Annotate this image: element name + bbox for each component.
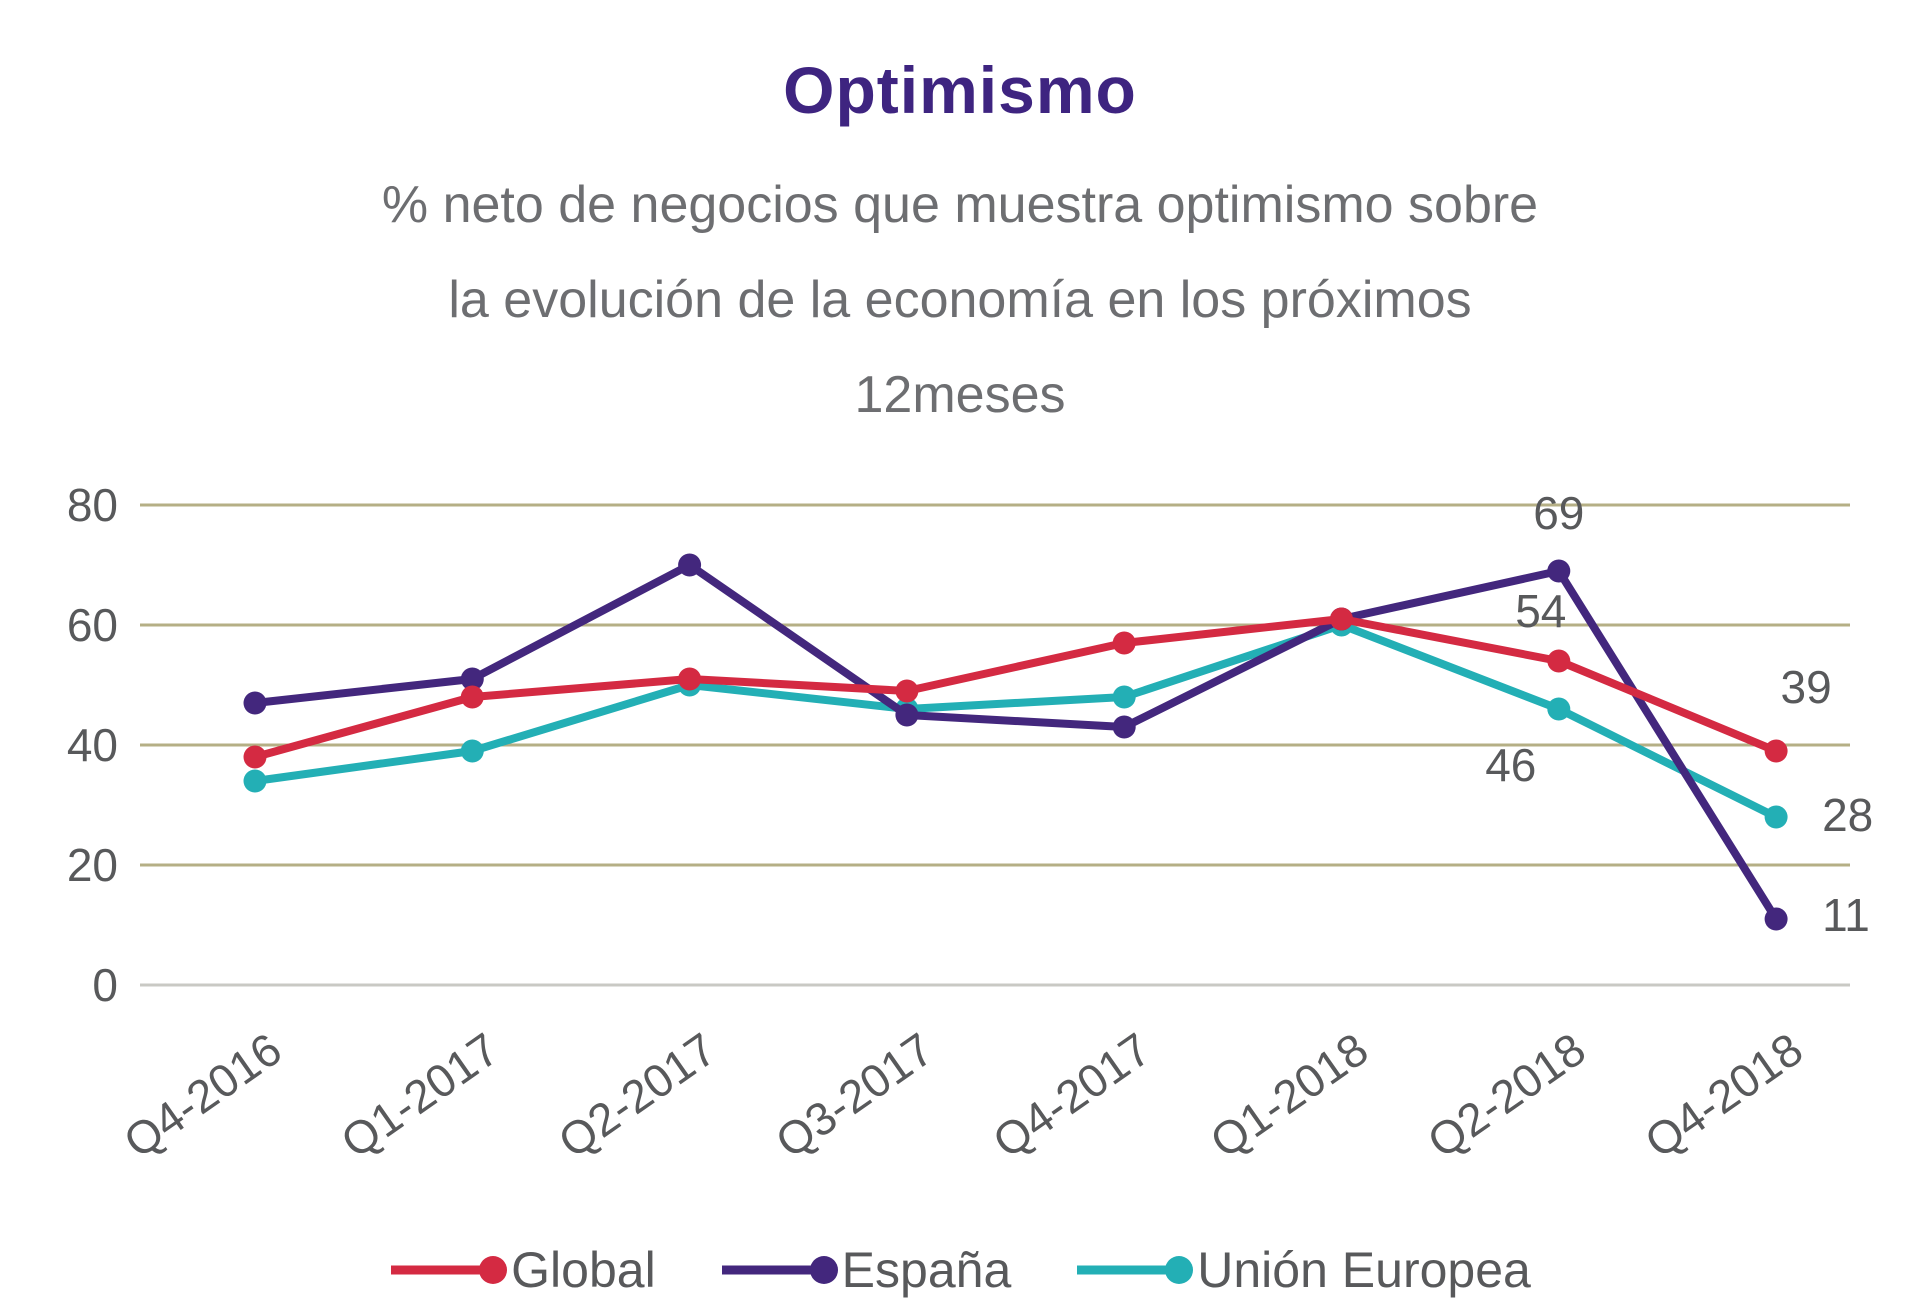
chart-subtitle: % neto de negocios que muestra optimismo… xyxy=(0,158,1920,443)
data-point-union-europea-q4-2016 xyxy=(243,769,267,793)
y-tick-label: 80 xyxy=(67,479,118,531)
value-label-union-europea-q2-2018: 46 xyxy=(1485,739,1536,791)
legend-dot xyxy=(1165,1256,1194,1284)
data-point-global-q4-2018 xyxy=(1764,739,1788,763)
data-point-espana-q4-2018 xyxy=(1764,907,1788,931)
x-tick-label: Q1-2017 xyxy=(332,1023,508,1168)
data-point-global-q1-2017 xyxy=(460,685,484,709)
data-point-espana-q1-2017 xyxy=(460,667,484,691)
chart-subtitle-line-3: 12meses xyxy=(854,366,1066,424)
series-line-espana xyxy=(251,561,1781,923)
data-point-global-q2-2017 xyxy=(678,667,702,691)
data-point-espana-q4-2017 xyxy=(1112,715,1136,739)
legend-dot xyxy=(809,1256,838,1284)
legend-item-global: Global xyxy=(389,1241,656,1299)
data-point-global-q4-2017 xyxy=(1112,631,1136,655)
data-point-union-europea-q4-2018 xyxy=(1764,805,1788,829)
legend-item-espana: España xyxy=(720,1241,1012,1299)
x-tick-label: Q4-2017 xyxy=(983,1023,1159,1168)
x-tick-label: Q2-2018 xyxy=(1418,1023,1594,1168)
chart-subtitle-line-2: la evolución de la economía en los próxi… xyxy=(448,271,1472,329)
data-point-union-europea-q2-2018 xyxy=(1547,697,1571,721)
x-tick-label: Q4-2016 xyxy=(114,1023,290,1168)
x-tick-label: Q2-2017 xyxy=(549,1023,725,1168)
data-point-espana-q3-2017 xyxy=(895,703,919,727)
optimism-line-chart: 0 20 40 60 80 Q4-2016 Q1-2017 Q2-2017 Q3-2017 Q4-… xyxy=(67,479,1873,1168)
y-tick-label: 20 xyxy=(67,839,118,891)
legend-dot xyxy=(479,1256,508,1284)
x-tick-label: Q3-2017 xyxy=(766,1023,942,1168)
legend-item-union-europea: Unión Europea xyxy=(1075,1241,1531,1299)
x-tick-label: Q1-2018 xyxy=(1201,1023,1377,1168)
value-label-union-europea-q4-2018: 28 xyxy=(1822,789,1873,841)
series-line-union-europea xyxy=(251,621,1781,821)
legend-marker-union-europea xyxy=(1077,1256,1194,1284)
legend-label-espana: España xyxy=(841,1242,1012,1298)
x-tick-label: Q4-2018 xyxy=(1635,1023,1811,1168)
data-point-union-europea-q4-2017 xyxy=(1112,685,1136,709)
chart-subtitle-line-1: % neto de negocios que muestra optimismo… xyxy=(381,176,1539,234)
data-point-global-q1-2018 xyxy=(1330,607,1353,631)
data-point-global-q4-2016 xyxy=(243,745,267,769)
data-point-espana-q4-2016 xyxy=(243,691,267,715)
legend-label-union-europea: Unión Europea xyxy=(1197,1242,1531,1298)
y-tick-label: 60 xyxy=(67,599,118,651)
data-point-global-q3-2017 xyxy=(895,679,919,703)
value-label-global-q4-2018: 39 xyxy=(1781,661,1832,713)
chart-legend: Global España Unión Europea xyxy=(0,1232,1920,1308)
y-tick-label: 40 xyxy=(67,719,118,771)
legend-label-global: Global xyxy=(511,1242,656,1298)
value-label-espana-q2-2018: 69 xyxy=(1533,487,1584,539)
value-label-espana-q4-2018: 11 xyxy=(1822,889,1870,941)
data-point-global-q2-2018 xyxy=(1547,649,1571,673)
data-point-union-europea-q1-2017 xyxy=(460,739,484,763)
legend-marker-espana xyxy=(721,1256,838,1284)
y-tick-label: 0 xyxy=(92,959,118,1011)
series-line-global xyxy=(251,615,1781,761)
chart-title: Optimismo xyxy=(783,53,1137,127)
data-point-espana-q2-2018 xyxy=(1547,559,1571,583)
data-point-espana-q2-2017 xyxy=(678,553,702,577)
legend-marker-global xyxy=(391,1256,508,1284)
value-label-global-q2-2018: 54 xyxy=(1515,585,1566,637)
